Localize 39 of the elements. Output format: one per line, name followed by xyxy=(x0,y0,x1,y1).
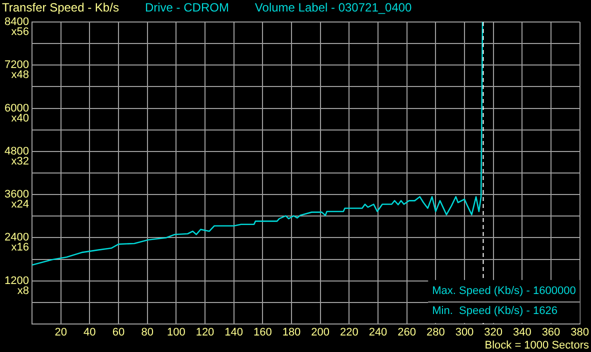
text: x16 xyxy=(11,242,29,254)
x-tick-label: 380 xyxy=(570,326,590,339)
y-tick-label: 2400 xyxy=(4,232,29,244)
y-tick-label: 6000 xyxy=(4,102,29,114)
text: x40 xyxy=(11,112,29,124)
text: x56 xyxy=(11,26,29,38)
x-axis-title: Block = 1000 Sectors xyxy=(484,340,590,352)
x-tick-label: 40 xyxy=(84,326,96,339)
annotation: Max. Speed (Kb/s) - 1600000 xyxy=(432,285,576,298)
y-tick-label: 8400 xyxy=(4,16,29,28)
x-tick-label: 220 xyxy=(340,326,358,339)
y-axis-title: Transfer Speed - Kb/s xyxy=(2,0,119,14)
x-tick-label: 80 xyxy=(141,326,154,339)
y-tick-label: 1200 xyxy=(4,274,29,287)
x-tick-label: 160 xyxy=(253,326,272,339)
x-tick-label: 320 xyxy=(484,326,503,339)
x-tick-label: 260 xyxy=(398,326,416,339)
x-tick-label: 20 xyxy=(54,326,67,339)
x-tick-label: 140 xyxy=(224,326,244,339)
y-tick-label: 4800 xyxy=(4,145,29,158)
annotation: Min. Speed (Kb/s) - 1626 xyxy=(432,305,558,318)
x-tick-label: 240 xyxy=(368,326,388,339)
x-tick-label: 200 xyxy=(311,326,330,339)
text: x24 xyxy=(11,198,29,211)
text: x8 xyxy=(17,284,29,297)
x-tick-label: 120 xyxy=(196,326,214,339)
text: Drive - CDROM xyxy=(144,0,229,14)
x-tick-label: 300 xyxy=(455,326,474,339)
text: x48 xyxy=(11,69,29,82)
x-tick-label: 100 xyxy=(166,326,186,339)
y-tick-label: 7200 xyxy=(4,59,29,72)
text: x32 xyxy=(11,155,29,168)
x-tick-label: 360 xyxy=(542,326,560,339)
x-tick-label: 180 xyxy=(282,326,301,339)
x-tick-label: 340 xyxy=(512,326,532,339)
y-tick-label: 3600 xyxy=(4,188,29,201)
text: Volume Label - 030721_0400 xyxy=(254,0,412,14)
x-tick-label: 280 xyxy=(426,326,445,339)
x-tick-label: 60 xyxy=(112,326,125,339)
